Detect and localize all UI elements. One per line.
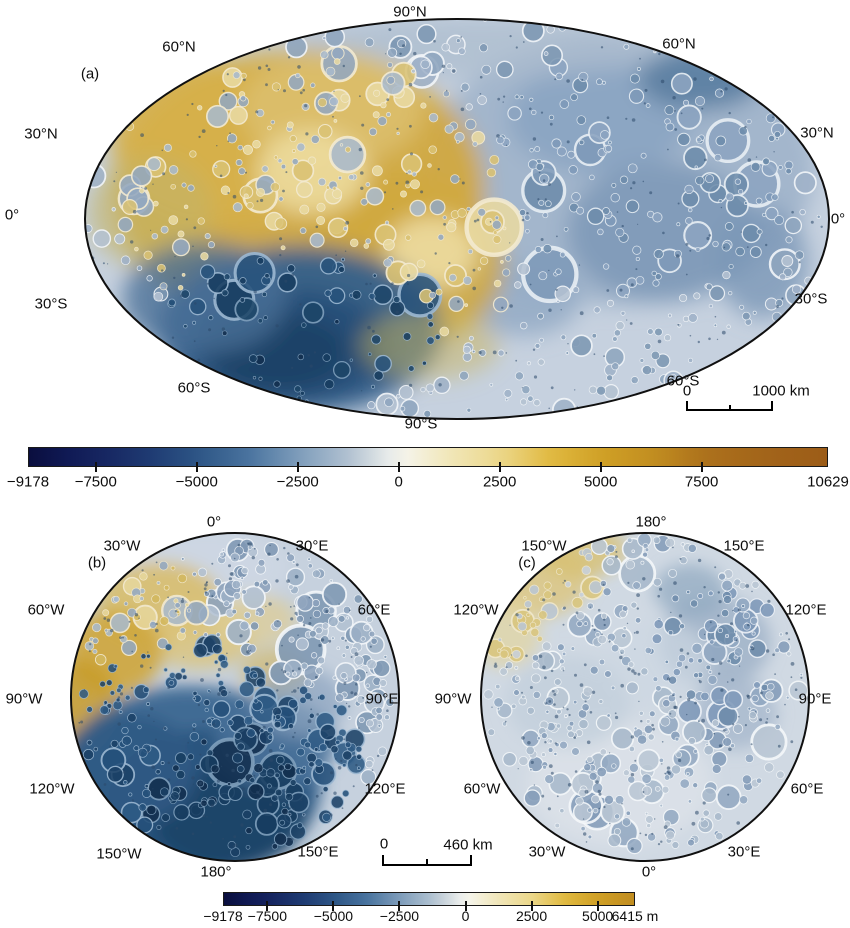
colorbar-tick-label: −9178 — [6, 473, 50, 491]
colorbar-tick-label: 2500 — [482, 473, 517, 491]
colorbar-tick-label: 5000 — [582, 908, 614, 924]
colorbar-tick-label: −5000 — [313, 908, 354, 924]
colorbar-tick-label: −9178 — [203, 908, 243, 924]
colorbar-tick-label: 5000 — [583, 473, 618, 491]
scalebar-a-distance-label: 1000 km — [752, 382, 810, 400]
colorbar-tick-label: −2500 — [379, 908, 420, 924]
colorbar-tick-label: 0 — [394, 473, 403, 491]
colorbar-tick-label: 2500 — [515, 908, 548, 924]
panel-b-tag: (b) — [87, 554, 107, 572]
scalebar-a-zero-label: 0 — [682, 382, 692, 400]
panel-c-tag: (c) — [518, 554, 536, 572]
scalebar-bc-zero-label: 0 — [379, 835, 389, 853]
colorbar-tick-label: −2500 — [276, 473, 319, 491]
colorbar-tick-label: 7500 — [684, 473, 719, 491]
colorbar-tick-label: −7500 — [247, 908, 287, 924]
scalebar-bc-distance-label: 460 km — [443, 836, 493, 854]
scalebar-bc-bar — [382, 855, 472, 866]
panel-a-tag: (a) — [80, 65, 100, 83]
scalebar-a-bar — [686, 401, 773, 411]
elevation-colorbar-polar — [223, 892, 635, 906]
elevation-colorbar-main — [28, 447, 828, 467]
longitude-label: 90°W — [5, 690, 43, 708]
colorbar-tick-label: 6415 m — [611, 908, 659, 924]
colorbar-tick-label: −7500 — [74, 473, 117, 491]
mollweide-global-map — [84, 18, 830, 420]
polar-map-c — [480, 532, 810, 862]
colorbar-tick-label: 10629 — [807, 473, 849, 491]
colorbar-tick-label: 0 — [461, 908, 470, 924]
colorbar-tick-label: −5000 — [175, 473, 218, 491]
polar-map-b — [70, 532, 400, 862]
